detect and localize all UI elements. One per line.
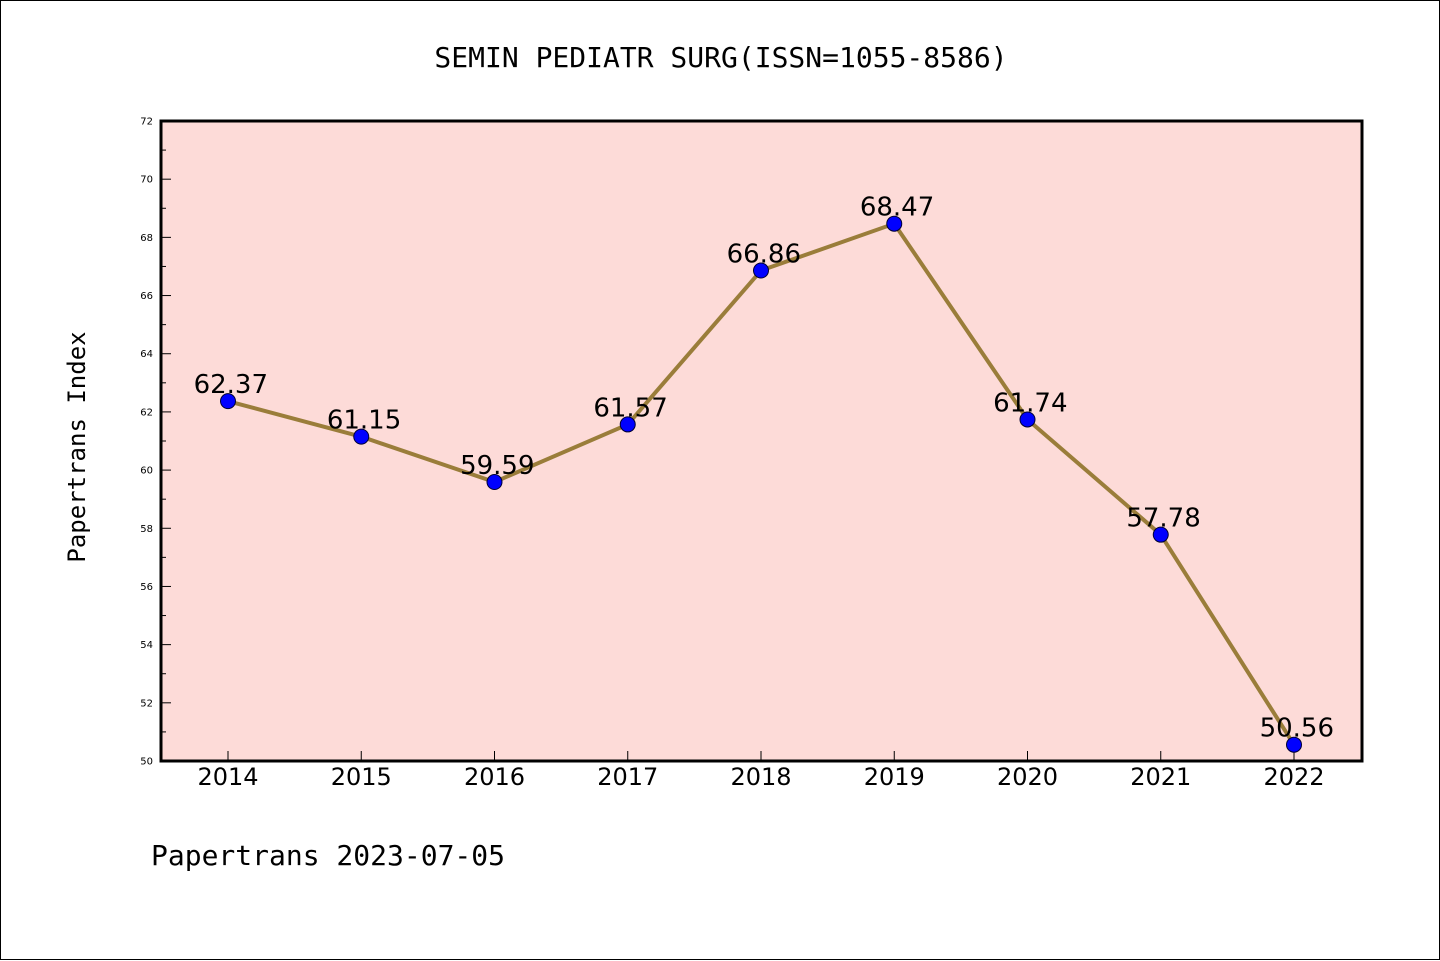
y-tick-label: 66 [140,291,153,302]
data-point-marker [1019,411,1036,428]
series-group: 62.3761.1559.5961.5766.8668.4761.7457.78… [194,193,1334,753]
y-tick-label: 50 [140,757,153,768]
x-tick-label: 2018 [730,763,791,791]
y-tick-label: 54 [140,640,153,651]
y-tick-label: 52 [140,698,153,709]
data-point-marker [353,428,370,445]
data-point-marker [619,416,636,433]
data-point-marker [753,262,769,279]
data-point-marker [1152,526,1169,543]
plot-area [159,119,1364,763]
x-tick-label: 2017 [597,763,658,791]
x-tick-label: 2015 [331,763,392,791]
y-tick-label: 60 [140,466,153,477]
x-tick-label: 2014 [197,763,258,791]
y-tick-label: 56 [140,582,153,593]
chart-title: SEMIN PEDIATR SURG(ISSN=1055-8586) [434,41,1007,74]
x-tick-label: 2016 [464,763,525,791]
data-point-marker [486,474,503,491]
y-tick-label: 68 [140,233,153,244]
data-point-marker [1286,736,1302,753]
x-axis: 2014 2015 2016 2017 2018 2019 2020 2021 2022 [197,751,1325,791]
y-tick-label: 64 [140,349,153,360]
y-axis: 50 52 54 56 58 60 62 64 66 68 70 72 [140,117,171,768]
data-point-marker [220,393,236,410]
x-tick-label: 2021 [1130,763,1191,791]
x-tick-label: 2019 [864,763,925,791]
y-tick-label: 58 [140,524,153,535]
y-tick-label: 62 [140,407,153,418]
x-tick-label: 2022 [1263,763,1324,791]
data-point-marker [886,215,903,232]
y-tick-label: 72 [140,117,153,128]
y-tick-label: 70 [140,175,153,186]
x-tick-label: 2020 [997,763,1058,791]
y-axis-title: Papertrans Index [63,331,91,562]
footer-credit: Papertrans 2023-07-05 [151,839,505,872]
